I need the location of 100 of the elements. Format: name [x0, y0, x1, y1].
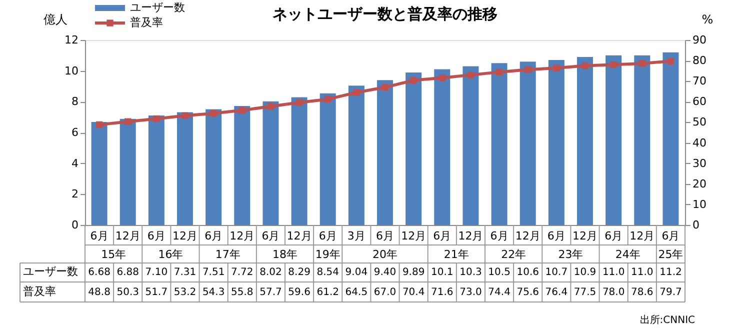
x-tick-label: 6月 [433, 230, 452, 242]
bar [177, 112, 193, 225]
y-tick-label: 0 [72, 218, 78, 232]
y-tick-label: 8 [72, 95, 78, 108]
data-label: 77.5 [574, 287, 596, 298]
data-label: 7.51 [202, 267, 225, 278]
bar [520, 62, 536, 225]
point [153, 115, 160, 122]
data-label: 10.9 [574, 267, 596, 278]
x-tick-label: 6月 [90, 230, 108, 242]
x-tick-label: 12月 [458, 230, 484, 242]
x-tick-label: 6月 [662, 230, 680, 242]
bar [91, 122, 108, 225]
x-tick-label: 12月 [401, 230, 426, 242]
x-tick-label: 6月 [376, 230, 394, 242]
data-label: 54.3 [202, 287, 225, 298]
point [210, 110, 217, 117]
text: 25年 [658, 248, 684, 261]
x-tick-label: 6月 [318, 230, 337, 242]
y-tick-label: 2 [72, 188, 78, 201]
text: 17年 [215, 248, 240, 261]
bar [320, 93, 336, 225]
data-label: 9.40 [374, 267, 396, 278]
legend-label: ユーザー数 [130, 1, 185, 14]
data-label: 11.2 [660, 267, 682, 278]
x-tick-label: 12月 [630, 230, 655, 242]
bar [634, 55, 650, 225]
bar [577, 56, 593, 225]
point [382, 84, 388, 91]
point [353, 89, 360, 96]
data-label: 7.72 [231, 267, 254, 278]
data-label: 8.29 [288, 267, 310, 278]
x-tick-label: 12月 [172, 230, 198, 242]
point [124, 118, 132, 125]
text: ユーザー数 [23, 265, 78, 278]
point [182, 112, 188, 119]
bar [291, 97, 308, 225]
x-tick-label: 3月 [347, 230, 366, 242]
bar [120, 118, 136, 225]
data-label: 51.7 [145, 287, 168, 298]
x-tick-label: 6月 [490, 230, 508, 242]
x-tick-label: 12月 [286, 230, 312, 242]
bar [434, 69, 450, 225]
point [667, 58, 674, 65]
x-tick-label: 6月 [547, 230, 566, 242]
text: 普及率 [23, 285, 56, 298]
point [238, 106, 246, 114]
bar [662, 52, 679, 225]
y2-tick-label: 10 [692, 198, 706, 211]
point [582, 62, 588, 70]
x-tick-label: 12月 [572, 230, 598, 242]
text: 23年 [558, 248, 584, 261]
text: 21年 [444, 248, 469, 261]
data-label: 71.6 [431, 287, 454, 298]
x-tick-label: 6月 [604, 230, 623, 242]
data-label: 6.88 [116, 267, 139, 278]
bar [148, 116, 164, 225]
y2-tick-label: 70 [692, 74, 706, 88]
data-label: 70.4 [402, 287, 425, 298]
data-label: 57.7 [260, 287, 282, 298]
bar [406, 72, 422, 225]
data-label: 10.6 [516, 267, 539, 278]
point [610, 61, 617, 68]
text: 18年 [272, 248, 298, 261]
legend-label: 普及率 [130, 16, 163, 29]
bar [262, 101, 279, 225]
data-label: 64.5 [345, 287, 368, 298]
x-tick-label: 6月 [147, 230, 166, 242]
data-label: 48.8 [88, 287, 110, 298]
data-label: 78.0 [602, 287, 625, 298]
chart-title: ネットユーザー数と普及率の推移 [272, 5, 498, 23]
x-tick-label: 12月 [115, 230, 140, 242]
point [524, 66, 532, 73]
y2-tick-label: 80 [692, 54, 706, 68]
y2-tick-label: 50 [692, 116, 706, 129]
y-axis-title: 億人 [44, 12, 68, 26]
data-label: 67.0 [374, 287, 396, 298]
y2-tick-label: 30 [692, 156, 706, 170]
data-label: 61.2 [316, 287, 339, 298]
data-label: 50.3 [116, 287, 139, 298]
text: 22年 [501, 248, 526, 261]
y2-tick-label: 0 [692, 218, 700, 232]
text: 15年 [101, 248, 126, 261]
data-label: 8.02 [260, 267, 282, 278]
point [267, 103, 274, 110]
text: 16年 [158, 248, 184, 261]
y2-tick-label: 40 [692, 136, 706, 150]
point [96, 121, 103, 128]
x-tick-label: 12月 [230, 230, 255, 242]
data-label: 74.4 [488, 287, 510, 298]
point [438, 74, 446, 82]
data-label: 78.6 [631, 287, 654, 298]
bar [462, 66, 479, 225]
text: 出所:CNNIC [640, 314, 696, 326]
data-label: 11.0 [602, 267, 625, 278]
x-tick-label: 12月 [515, 230, 540, 242]
y-tick-label: 6 [72, 126, 78, 139]
data-label: 55.8 [231, 287, 254, 298]
bar [606, 55, 622, 225]
data-label: 7.10 [145, 267, 168, 278]
